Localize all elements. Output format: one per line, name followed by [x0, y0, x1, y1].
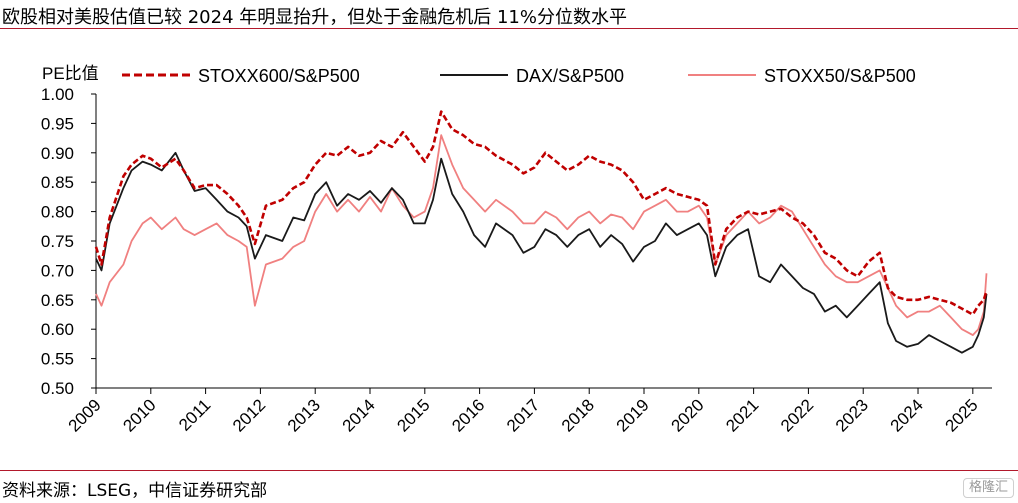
line-chart: PE比值 1.00 0.95 0.90 0.85 0.80 0.75 0.70 0.65 0.6… [41, 64, 992, 436]
y-tick-label: 0.55 [41, 350, 74, 369]
x-tick-label: 2021 [722, 395, 762, 435]
x-tick-label: 2020 [667, 395, 707, 435]
y-tick-label: 0.75 [41, 232, 74, 251]
x-tick-label: 2025 [941, 395, 981, 435]
y-tick-label: 0.65 [41, 291, 74, 310]
y-tick-label: 0.50 [41, 379, 74, 398]
x-tick-label: 2013 [284, 395, 324, 435]
x-tick-label: 2014 [339, 395, 379, 435]
series-line-stoxx600-s-p500 [94, 110, 988, 316]
y-tick-label: 0.90 [41, 144, 74, 163]
x-tick-label: 2019 [613, 395, 653, 435]
chart-title: 欧股相对美股估值已较 2024 年明显抬升，但处于金融危机后 11%分位数水平 [2, 7, 627, 28]
source-note: 资料来源：LSEG，中信证券研究部 [2, 481, 268, 501]
legend-label: STOXX50/S&P500 [764, 66, 916, 86]
x-tick-label: 2016 [448, 395, 488, 435]
watermark-logo: 格隆汇 [962, 478, 1014, 498]
series-layer [94, 110, 988, 354]
title-rule [0, 28, 1018, 29]
axes: 1.00 0.95 0.90 0.85 0.80 0.75 0.70 0.65 0.60 0.55… [41, 85, 992, 436]
y-axis-label: PE比值 [42, 64, 99, 83]
series-line-dax-s-p500 [95, 151, 988, 354]
x-tick-label: 2018 [558, 395, 598, 435]
y-tick-label: 0.85 [41, 173, 74, 192]
x-tick-label: 2009 [65, 395, 105, 435]
y-tick-label: 0.70 [41, 261, 74, 280]
x-tick-label: 2012 [229, 395, 269, 435]
x-tick-label: 2017 [503, 395, 543, 435]
y-tick-label: 0.80 [41, 203, 74, 222]
y-tick-label: 0.60 [41, 320, 74, 339]
series-line-stoxx50-s-p500 [95, 134, 988, 336]
y-tick-label: 0.95 [41, 114, 74, 133]
x-tick-label: 2010 [119, 395, 159, 435]
x-tick-label: 2024 [887, 395, 927, 435]
legend-label: DAX/S&P500 [516, 66, 624, 86]
source-rule [0, 470, 1018, 471]
y-tick-label: 1.00 [41, 85, 74, 104]
legend: STOXX600/S&P500 DAX/S&P500 STOXX50/S&P500 [122, 66, 916, 86]
x-tick-label: 2015 [393, 395, 433, 435]
legend-label: STOXX600/S&P500 [198, 66, 360, 86]
x-tick-label: 2011 [175, 395, 214, 434]
x-tick-label: 2023 [832, 395, 872, 435]
x-tick-label: 2022 [777, 395, 817, 435]
